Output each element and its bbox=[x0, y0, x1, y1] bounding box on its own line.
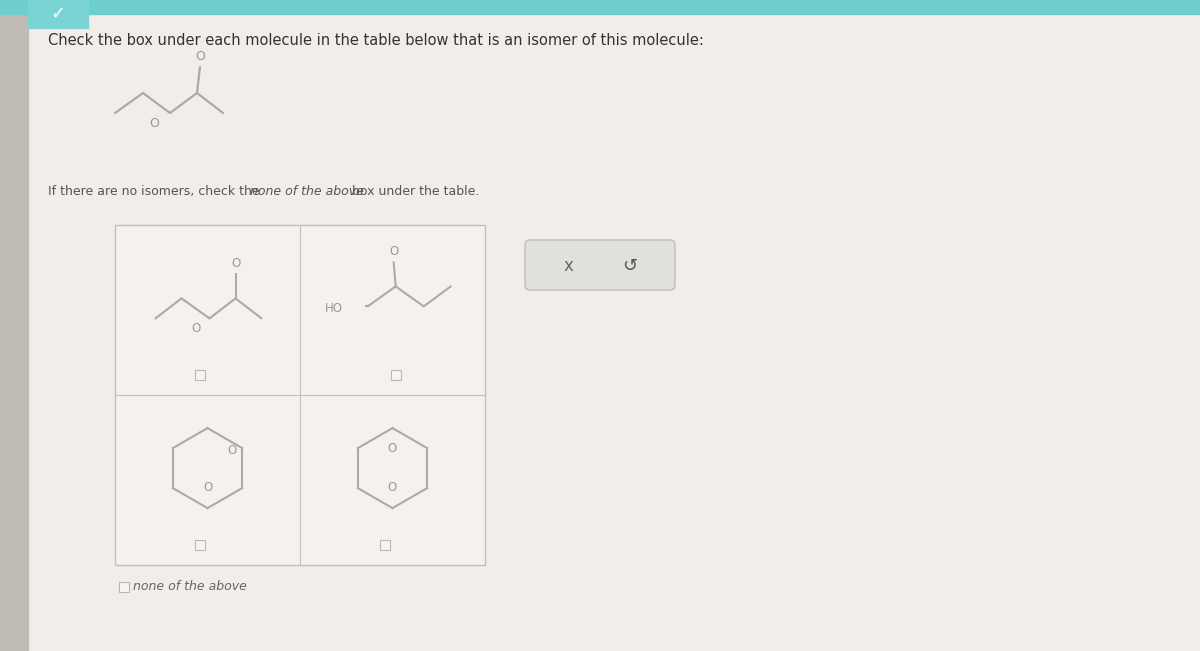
Text: O: O bbox=[150, 117, 160, 130]
Text: O: O bbox=[196, 50, 205, 63]
Text: x: x bbox=[563, 257, 572, 275]
Text: ↺: ↺ bbox=[623, 257, 637, 275]
Text: O: O bbox=[389, 245, 398, 258]
Text: O: O bbox=[228, 443, 236, 456]
Text: O: O bbox=[203, 481, 212, 494]
Bar bbox=[379, 540, 390, 550]
Text: Check the box under each molecule in the table below that is an isomer of this m: Check the box under each molecule in the… bbox=[48, 33, 704, 48]
Text: ✓: ✓ bbox=[50, 5, 66, 23]
Text: box under the table.: box under the table. bbox=[348, 185, 479, 198]
Bar bbox=[194, 540, 204, 550]
Bar bbox=[0, 0, 1200, 14]
Bar bbox=[115, 225, 485, 565]
Text: O: O bbox=[388, 442, 397, 455]
Text: O: O bbox=[388, 481, 397, 494]
Text: If there are no isomers, check the: If there are no isomers, check the bbox=[48, 185, 264, 198]
Text: O: O bbox=[230, 257, 240, 270]
FancyBboxPatch shape bbox=[526, 240, 674, 290]
Bar bbox=[391, 370, 401, 380]
Text: none of the above: none of the above bbox=[133, 581, 247, 594]
Bar bbox=[194, 370, 204, 380]
Text: O: O bbox=[191, 322, 200, 335]
Bar bbox=[119, 582, 130, 592]
Bar bbox=[0, 0, 28, 651]
Bar bbox=[28, 0, 88, 28]
Text: none of the above: none of the above bbox=[250, 185, 364, 198]
Text: HO: HO bbox=[325, 302, 343, 315]
